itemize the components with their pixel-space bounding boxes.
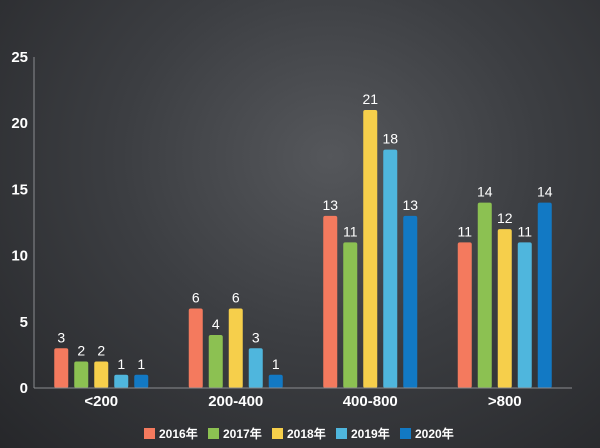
bar <box>134 374 149 388</box>
x-category-label: >800 <box>488 393 522 410</box>
x-category-label: <200 <box>84 393 118 410</box>
x-axis: <200 200-400 400-800 >800 <box>34 387 572 410</box>
y-axis: 0 5 10 15 20 25 <box>11 49 35 397</box>
bar <box>343 242 358 388</box>
bar <box>248 348 263 388</box>
y-tick-label: 15 <box>11 181 28 198</box>
bar <box>74 361 89 388</box>
y-tick-label: 0 <box>20 380 28 397</box>
legend-swatch <box>208 428 219 439</box>
data-label: 12 <box>497 210 513 226</box>
data-label: 4 <box>212 316 220 332</box>
data-label: 3 <box>252 329 260 345</box>
data-label: 18 <box>382 131 398 147</box>
legend-item-label: 2017年 <box>223 426 262 441</box>
data-label: 6 <box>232 290 240 306</box>
bar <box>383 149 398 388</box>
legend-item-label: 2016年 <box>159 426 198 441</box>
data-label: 1 <box>117 356 125 372</box>
legend-swatch <box>336 428 347 439</box>
data-label: 11 <box>457 223 472 239</box>
data-label: 1 <box>272 356 280 372</box>
x-category-label: 400-800 <box>343 393 398 410</box>
data-label: 11 <box>343 223 358 239</box>
bar <box>403 215 418 388</box>
legend-swatch <box>400 428 411 439</box>
legend: 2016年 2017年 2018年 2019年 2020年 <box>144 426 454 441</box>
y-tick-label: 25 <box>11 49 28 66</box>
bar <box>537 202 552 388</box>
bar <box>497 229 512 388</box>
bar <box>517 242 532 388</box>
data-label: 14 <box>537 184 553 200</box>
legend-item-label: 2020年 <box>415 426 454 441</box>
data-label: 13 <box>322 197 338 213</box>
bar <box>268 374 283 388</box>
data-label: 6 <box>192 290 200 306</box>
legend-item-label: 2019年 <box>351 426 390 441</box>
data-label: 21 <box>362 91 378 107</box>
bar <box>94 361 109 388</box>
y-tick-label: 5 <box>20 314 28 331</box>
y-tick-label: 20 <box>11 115 28 132</box>
data-label: 13 <box>402 197 418 213</box>
bar <box>363 109 378 389</box>
bar <box>477 202 492 388</box>
legend-swatch <box>272 428 283 439</box>
bar <box>114 374 129 388</box>
bar <box>188 308 203 388</box>
legend-swatch <box>144 428 155 439</box>
bar <box>457 242 472 388</box>
data-label: 3 <box>57 329 65 345</box>
data-label: 2 <box>97 343 105 359</box>
legend-item-label: 2018年 <box>287 426 326 441</box>
data-label: 1 <box>137 356 145 372</box>
bar <box>208 335 223 388</box>
bar <box>323 215 338 388</box>
data-label: 14 <box>477 184 493 200</box>
data-label: 2 <box>77 343 85 359</box>
bar <box>54 348 69 388</box>
x-category-label: 200-400 <box>208 393 263 410</box>
data-label: 11 <box>517 223 532 239</box>
y-tick-label: 10 <box>11 248 28 265</box>
bar <box>228 308 243 388</box>
